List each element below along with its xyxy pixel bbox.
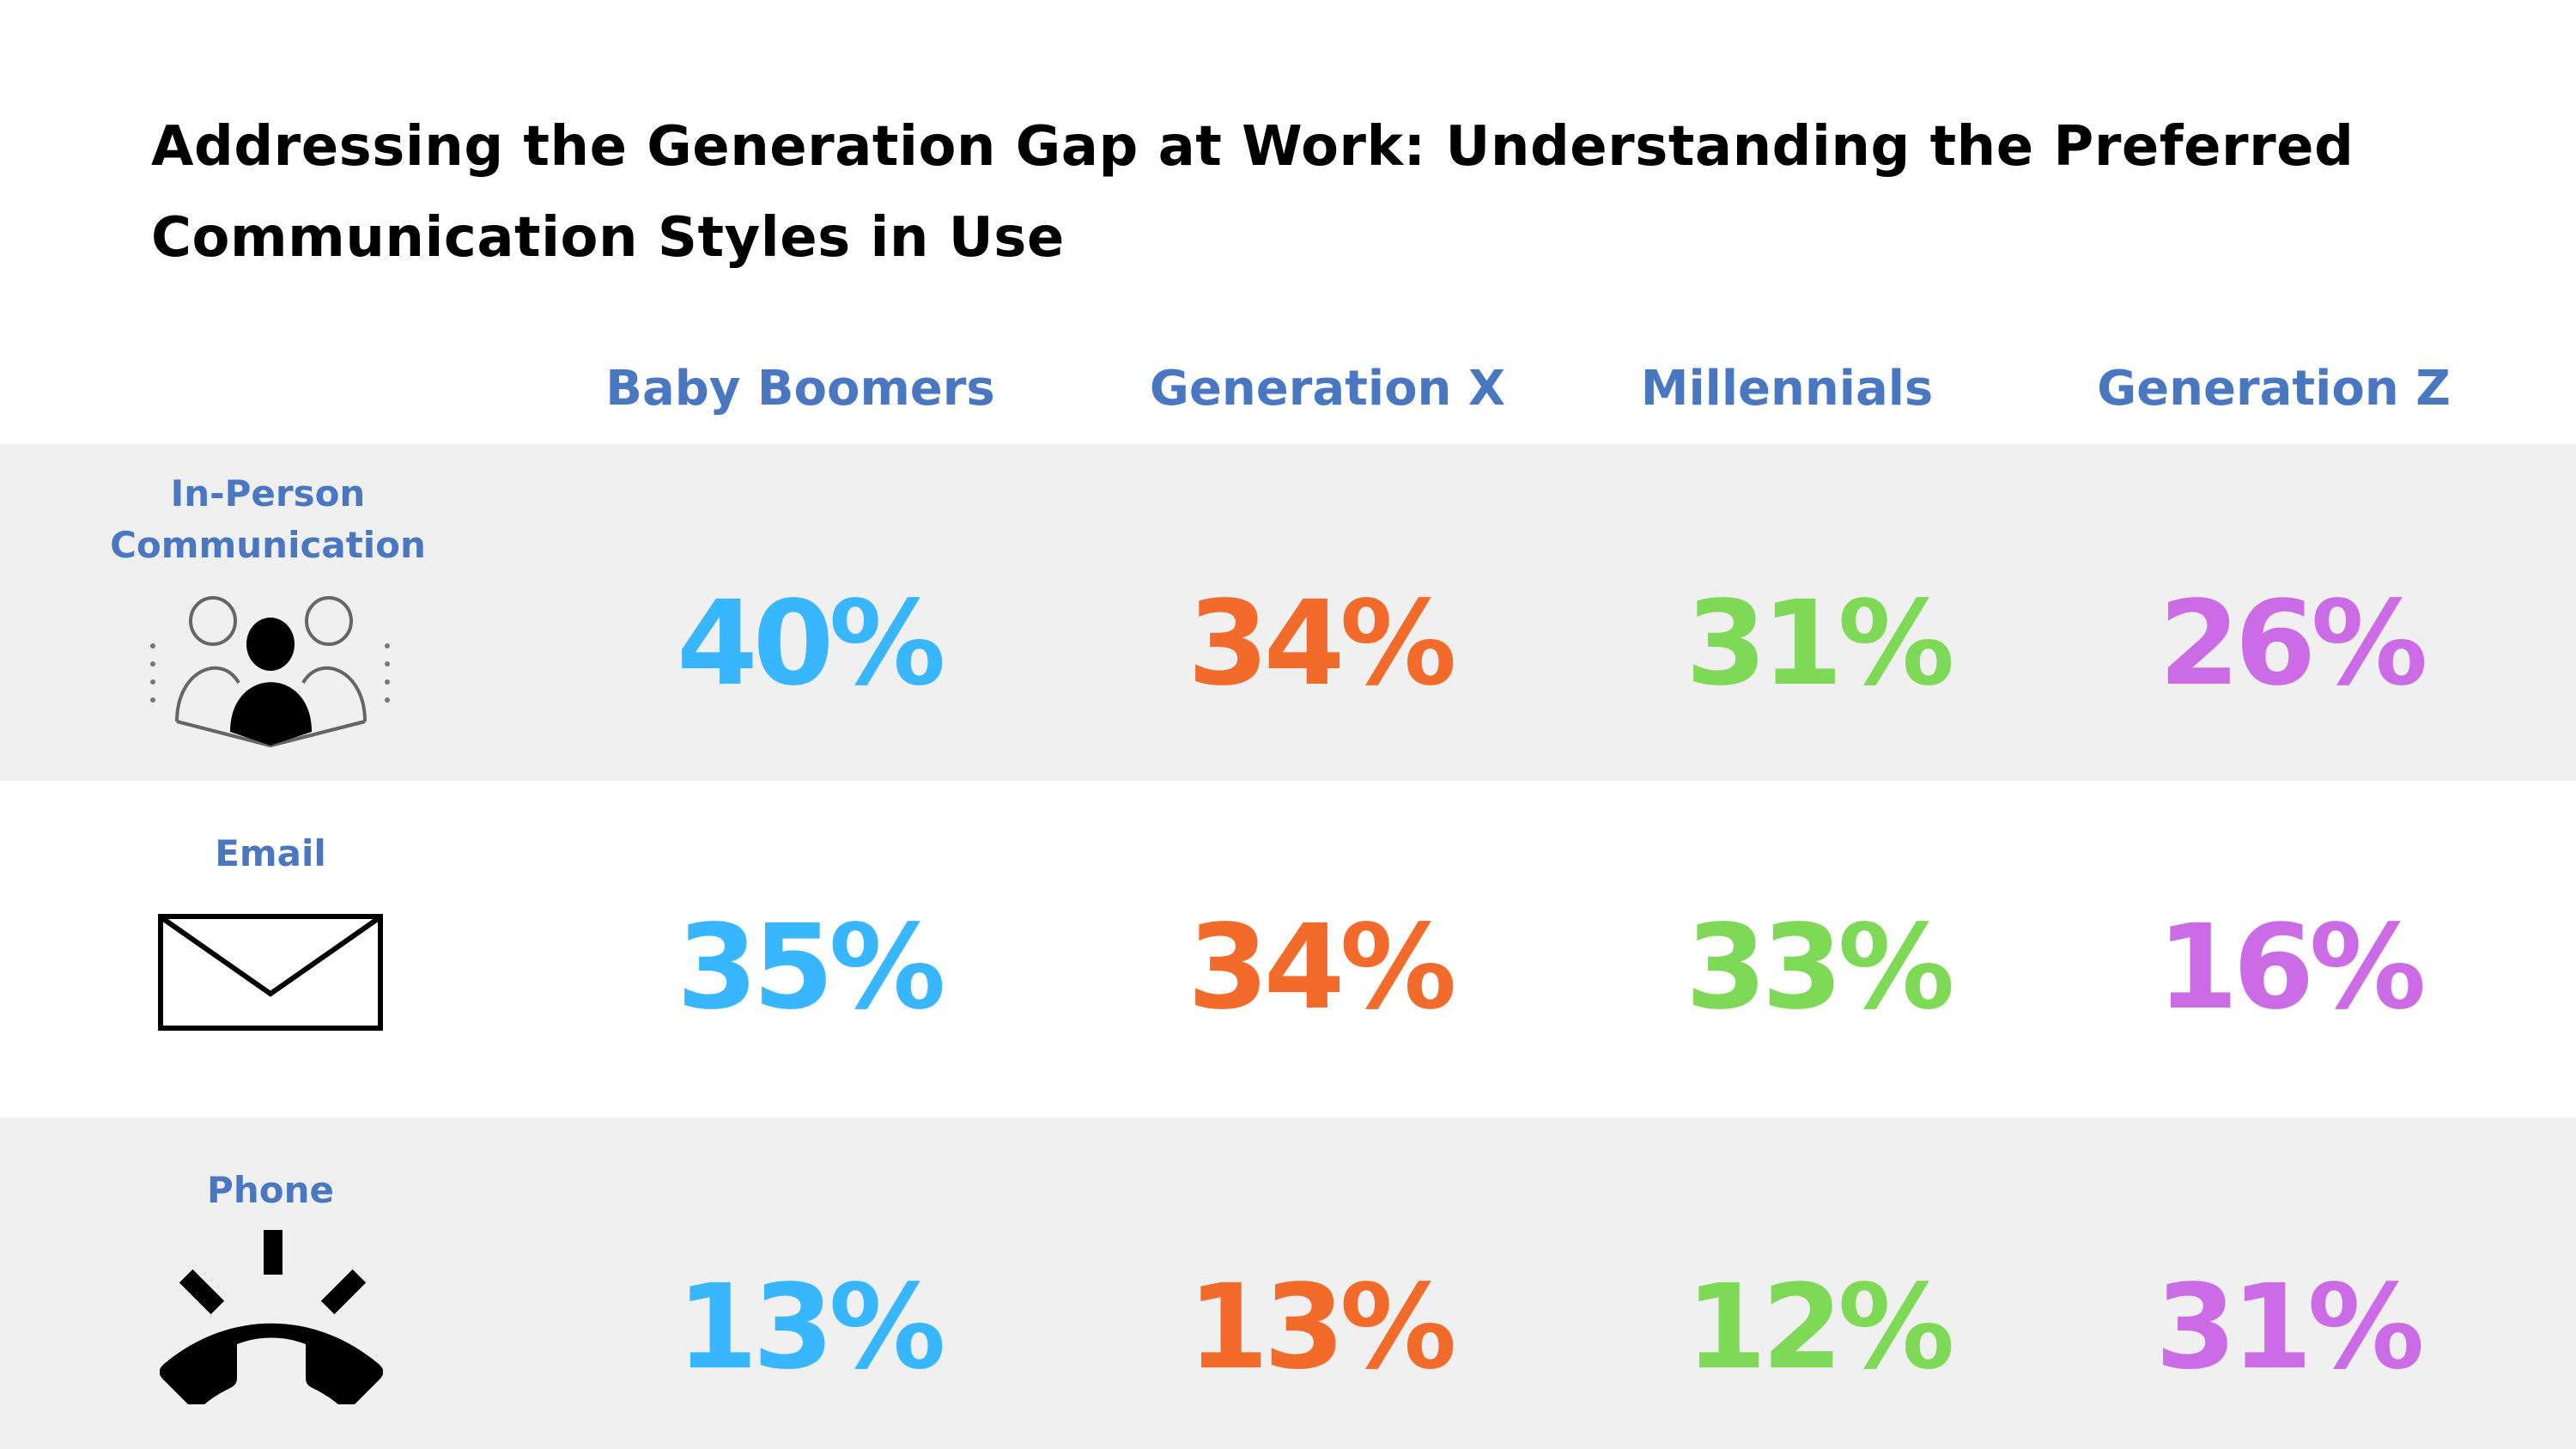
row-band-in-person <box>0 444 2576 781</box>
envelope-icon <box>158 914 383 1031</box>
column-header-generation-z: Generation Z <box>2097 361 2451 417</box>
row-band-phone <box>0 1117 2576 1449</box>
page-title: Addressing the Generation Gap at Work: U… <box>151 115 2354 270</box>
row-label-in-person: In-Person Communication <box>110 472 426 566</box>
column-header-baby-boomers: Baby Boomers <box>605 361 995 417</box>
value-email-millennials: 33% <box>1686 900 1955 1036</box>
value-in-person-generation-x: 34% <box>1188 576 1457 712</box>
value-phone-millennials: 12% <box>1686 1260 1955 1396</box>
value-phone-generation-x: 13% <box>1188 1260 1457 1396</box>
people-meeting-icon <box>150 596 390 748</box>
column-header-millennials: Millennials <box>1640 361 1934 417</box>
row-label-phone: Phone <box>207 1169 334 1211</box>
value-email-generation-z: 16% <box>2157 900 2427 1036</box>
ringing-phone-icon <box>160 1230 383 1404</box>
column-header-generation-x: Generation X <box>1149 361 1506 417</box>
value-phone-generation-z: 31% <box>2155 1260 2425 1396</box>
value-phone-baby-boomers: 13% <box>677 1260 946 1396</box>
value-email-generation-x: 34% <box>1188 900 1457 1036</box>
row-label-email: Email <box>215 832 326 874</box>
value-email-baby-boomers: 35% <box>677 900 946 1036</box>
value-in-person-baby-boomers: 40% <box>677 576 946 712</box>
value-in-person-generation-z: 26% <box>2159 576 2428 712</box>
value-in-person-millennials: 31% <box>1686 576 1955 712</box>
